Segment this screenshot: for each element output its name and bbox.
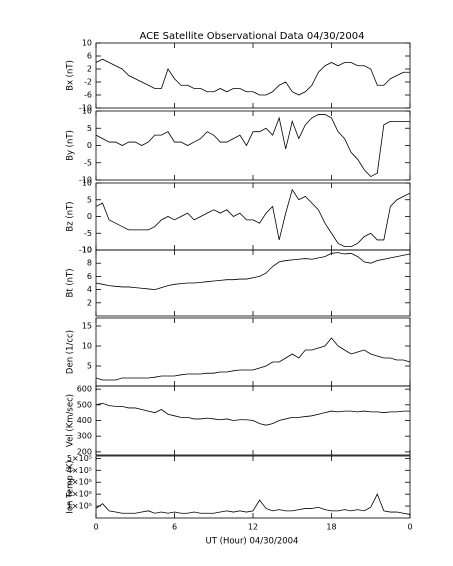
y-axis-title: By (nT) [66,130,76,161]
chart-title: ACE Satellite Observational Data 04/30/2… [140,31,365,42]
y-axis-title: Vel (Km/sec) [66,394,76,447]
data-line [95,114,410,178]
y-tick-label: 1×10⁵ [67,502,92,511]
x-tick-label: 0 [407,523,412,532]
y-tick-label: 200 [77,447,92,456]
y-tick-label: -10 [79,104,92,113]
y-tick-label: 10 [82,179,92,188]
panel-frame [95,317,411,387]
data-line [95,188,411,248]
y-tick-label: 10 [82,342,92,351]
y-tick-label: 6 [87,52,92,61]
x-tick-label: 18 [326,523,336,532]
data-line [95,402,410,426]
y-tick-label: -2 [84,78,92,87]
panel-frame [95,110,411,181]
y-tick-label: 10 [82,107,92,116]
y-tick-label: 4×10⁵ [67,466,92,475]
data-line [95,58,410,96]
y-axis-title: Ion Temp (K) [66,460,76,513]
y-tick-label: 5 [87,362,92,371]
y-tick-label: -10 [79,246,92,255]
data-line [95,252,411,291]
y-tick-label: 0 [87,141,92,150]
y-axis-title: Bz (nT) [66,201,76,231]
y-tick-label: 0 [87,212,92,221]
x-tick-label: 6 [172,523,177,532]
y-tick-label: 2×10⁵ [67,490,92,499]
y-tick-label: 5 [87,195,92,204]
y-tick-label: -6 [84,91,92,100]
y-tick-label: 2 [87,65,92,74]
y-tick-label: 3×10⁵ [67,478,92,487]
y-tick-label: 8 [87,259,92,268]
panel-frame [95,455,411,519]
y-tick-label: -5 [84,229,92,238]
data-line [95,493,411,515]
y-tick-label: 4 [87,285,92,294]
data-line [95,337,411,381]
y-axis-title: Den (1/cc) [66,330,76,374]
y-tick-label: -10 [79,176,92,185]
y-tick-label: -5 [84,158,92,167]
y-tick-label: 6 [87,272,92,281]
x-tick-label: 0 [93,523,98,532]
y-tick-label: 5 [87,124,92,133]
y-tick-label: 2 [87,298,92,307]
y-tick-label: 15 [82,322,92,331]
y-axis-title: Bx (nT) [66,60,76,91]
x-axis-title: UT (Hour) 04/30/2004 [206,537,299,547]
x-tick-label: 12 [248,523,258,532]
panel-frame [95,42,411,109]
y-tick-label: 5×10⁵ [67,454,92,463]
y-tick-label: 400 [77,416,92,425]
y-tick-label: 10 [82,246,92,255]
y-tick-label: 10 [82,39,92,48]
y-tick-label: 300 [77,432,92,441]
y-tick-label: 500 [77,400,92,409]
y-tick-label: 600 [77,385,92,394]
y-axis-title: Bt (nT) [66,268,76,297]
panel-frame [95,182,411,251]
panel-frame [95,249,411,317]
